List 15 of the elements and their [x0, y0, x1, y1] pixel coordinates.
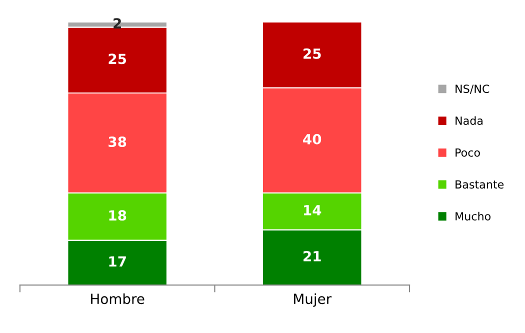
legend-label: NS/NC [456, 84, 490, 94]
data-label: 18 [109, 210, 126, 221]
data-label: 25 [304, 48, 321, 59]
legend-label: Poco [456, 148, 480, 157]
data-label: 38 [108, 136, 126, 148]
legend-label: Bastante [456, 180, 504, 189]
data-label: 17 [109, 256, 126, 267]
legend-label: Mucho [456, 212, 491, 220]
data-label: 40 [303, 134, 322, 144]
x-tick-label: Mujer [294, 293, 332, 307]
data-label: 21 [304, 250, 321, 262]
data-label: 25 [108, 54, 126, 64]
legend-label: Nada [456, 116, 483, 125]
x-tick-label: Hombre [91, 293, 144, 304]
data-label: 14 [304, 205, 322, 216]
